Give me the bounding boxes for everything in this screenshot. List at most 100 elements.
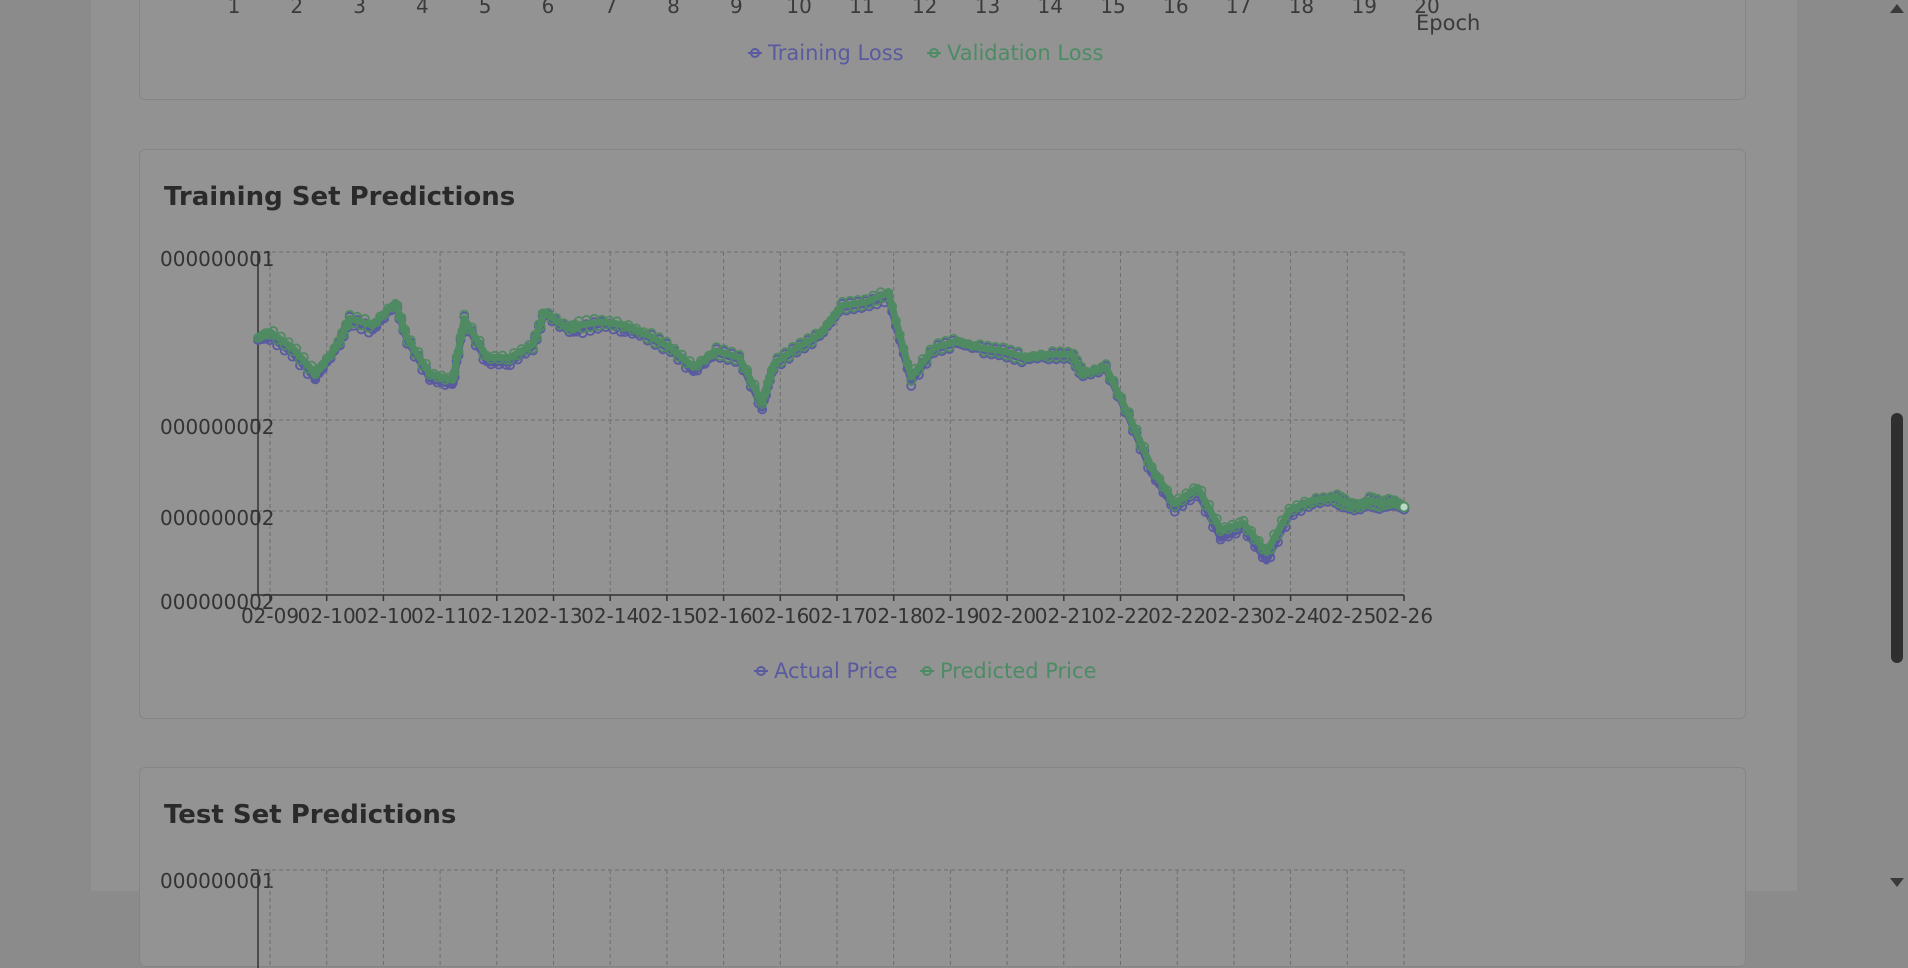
data-point (444, 372, 454, 383)
x-tick-label: 02-16 (751, 604, 809, 628)
epoch-tick-label: 13 (975, 0, 1000, 18)
y-tick-label: 000000001 (160, 869, 275, 893)
data-point (883, 287, 894, 298)
data-point (528, 343, 538, 354)
epoch-tick-label: 6 (542, 0, 555, 18)
legend-predicted-price[interactable]: Predicted Price (920, 659, 1097, 683)
data-point (268, 325, 279, 336)
data-point (335, 338, 346, 349)
data-point (1169, 506, 1180, 517)
x-tick-label: 02-10 (354, 604, 412, 628)
data-point (474, 335, 485, 346)
data-point (1169, 501, 1180, 512)
epoch-tick-label: 5 (479, 0, 492, 18)
x-tick-label: 02-13 (524, 604, 582, 628)
data-point (646, 327, 657, 338)
x-tick-label: 02-22 (1091, 604, 1149, 628)
y-tick-label: 000000002 (160, 506, 275, 530)
data-point (1204, 499, 1215, 510)
data-point (768, 362, 779, 373)
data-point (1162, 485, 1173, 496)
data-point (742, 364, 752, 375)
data-point (535, 321, 546, 332)
data-point (396, 312, 407, 323)
data-point (669, 343, 680, 354)
legend-label: Validation Loss (947, 41, 1103, 65)
data-point (1280, 516, 1291, 527)
data-point (1124, 407, 1134, 418)
y-tick-label: 000000002 (160, 415, 275, 439)
legend-actual-price[interactable]: Actual Price (754, 659, 898, 683)
scroll-up-arrow-icon[interactable] (1890, 4, 1904, 13)
data-point (749, 379, 760, 390)
x-tick-label: 02-16 (695, 604, 753, 628)
data-point (413, 346, 424, 357)
epoch-tick-label: 18 (1289, 0, 1314, 18)
data-point (400, 324, 411, 335)
data-point (262, 328, 273, 339)
data-point (902, 358, 913, 369)
data-point (325, 350, 336, 361)
data-point (887, 301, 897, 312)
data-point (1127, 423, 1138, 434)
data-point (1253, 535, 1264, 546)
scroll-down-arrow-icon[interactable] (1890, 878, 1904, 887)
x-tick-label: 02-18 (865, 604, 923, 628)
card-title: Training Set Predictions (164, 182, 516, 212)
data-point (757, 399, 768, 410)
data-point (572, 321, 582, 332)
series-line (256, 289, 1406, 556)
x-tick-label: 02-25 (1318, 604, 1376, 628)
data-point (501, 354, 512, 365)
loss-legend: Training Loss Validation Loss (748, 41, 1103, 65)
legend-training-loss[interactable]: Training Loss (748, 41, 904, 65)
data-point (763, 377, 773, 388)
data-point (898, 343, 909, 354)
legend-validation-loss[interactable]: Validation Loss (927, 41, 1103, 65)
epoch-tick-label: 9 (730, 0, 743, 18)
data-point (533, 319, 544, 330)
data-point (451, 352, 462, 363)
data-point (551, 312, 561, 323)
data-point (894, 329, 905, 340)
data-point (337, 327, 347, 338)
data-point (1131, 424, 1142, 435)
loss-chart: 1 2 3 4 5 6 7 8 9 10 11 12 13 14 15 16 17 18 19 20 Epoch Tr… (228, 0, 1481, 65)
data-point (455, 331, 466, 342)
data-point (734, 349, 745, 360)
epoch-tick-label: 1 (228, 0, 241, 18)
legend-label: Actual Price (774, 659, 898, 683)
epoch-tick-label: 12 (912, 0, 937, 18)
data-point (906, 380, 917, 391)
data-point (421, 358, 432, 369)
epoch-tick-label: 19 (1351, 0, 1376, 18)
scroll-thumb[interactable] (1891, 413, 1903, 663)
epoch-tick-label: 20 (1414, 0, 1439, 18)
data-point (298, 352, 309, 362)
y-tick-label: 000000002 (160, 590, 275, 614)
data-point (1261, 543, 1272, 554)
data-point (1265, 544, 1276, 555)
data-point (449, 367, 460, 378)
page-content: 1 2 3 4 5 6 7 8 9 10 11 12 13 14 15 16 17 18 19 20 Epoch Tr… (91, 0, 1797, 968)
training-predictions-chart: 000000001 000000002 000000002 000000002 02-… (160, 247, 1433, 683)
epoch-tick-label: 11 (849, 0, 874, 18)
epoch-tick-label: 16 (1163, 0, 1188, 18)
data-point (283, 337, 294, 348)
x-tick-label: 02-22 (1148, 604, 1206, 628)
data-point (1177, 495, 1188, 506)
x-tick-label: 02-19 (921, 604, 979, 628)
data-point (360, 313, 370, 324)
x-tick-label: 02-24 (1262, 604, 1320, 628)
x-tick-label: 02-09 (241, 604, 299, 628)
data-point (1154, 473, 1165, 484)
test-predictions-chart: 000000001 (160, 869, 1405, 968)
data-point (466, 322, 477, 333)
x-tick-label: 02-23 (1205, 604, 1263, 628)
data-point (784, 351, 794, 362)
data-point (1242, 525, 1253, 536)
training-predictions-card: Training Set Predictions 000000001 000000… (139, 149, 1746, 719)
data-point (1238, 515, 1249, 526)
vertical-scrollbar[interactable] (1886, 0, 1908, 891)
data-point (1347, 497, 1358, 508)
